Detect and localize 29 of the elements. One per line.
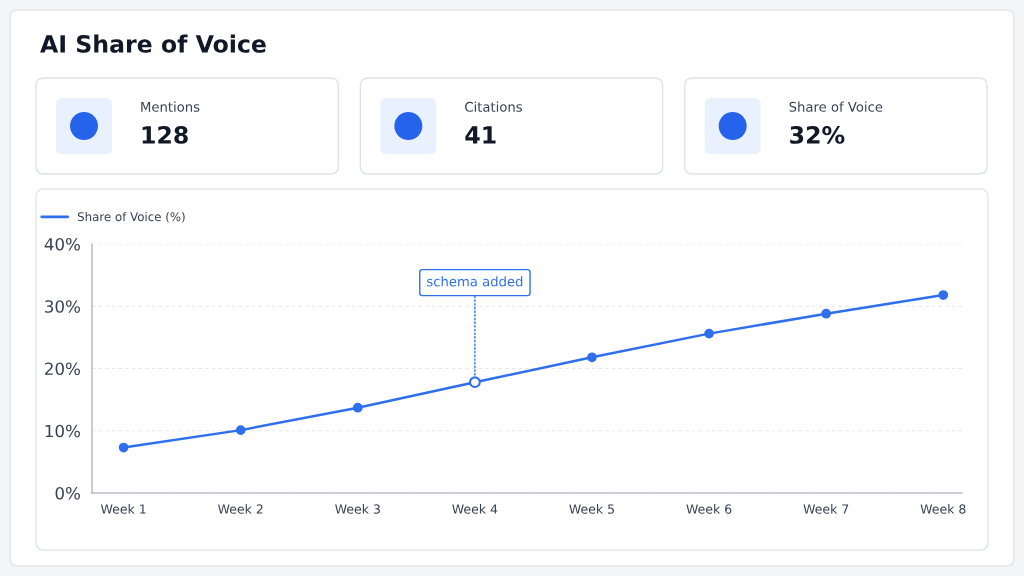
category-label: Share of Voice <box>789 101 883 112</box>
point <box>352 402 363 413</box>
y-tick-label: 10% <box>45 424 80 438</box>
category-label: Mentions <box>141 101 200 112</box>
text: 32% <box>790 125 845 144</box>
x-tick-label: Week 8 <box>920 504 966 514</box>
x-tick-label: Week 2 <box>218 504 263 514</box>
point <box>704 328 714 339</box>
x-tick-label: Week 7 <box>803 504 849 514</box>
text: AI Share of Voice <box>40 34 266 53</box>
point <box>118 442 129 453</box>
point <box>587 352 597 363</box>
point <box>235 425 246 435</box>
annotation: schema added <box>427 276 523 287</box>
y-tick-label: 20% <box>45 362 80 376</box>
text: 128 <box>142 125 188 144</box>
x-tick-label: Week 3 <box>335 504 380 514</box>
y-tick-label: 0% <box>55 486 80 500</box>
text: 41 <box>465 126 496 144</box>
y-tick-label: 40% <box>44 237 80 251</box>
x-tick-label: Week 1 <box>100 504 146 514</box>
x-tick-label: Week 5 <box>569 504 614 514</box>
y-tick-label: 30% <box>45 300 80 313</box>
x-tick-label: Week 6 <box>686 504 732 514</box>
point <box>821 308 832 319</box>
x-tick-label: Week 4 <box>452 504 498 514</box>
category-label: Citations <box>465 101 522 112</box>
point <box>938 290 949 300</box>
legend-label: Share of Voice (%) <box>77 211 185 223</box>
